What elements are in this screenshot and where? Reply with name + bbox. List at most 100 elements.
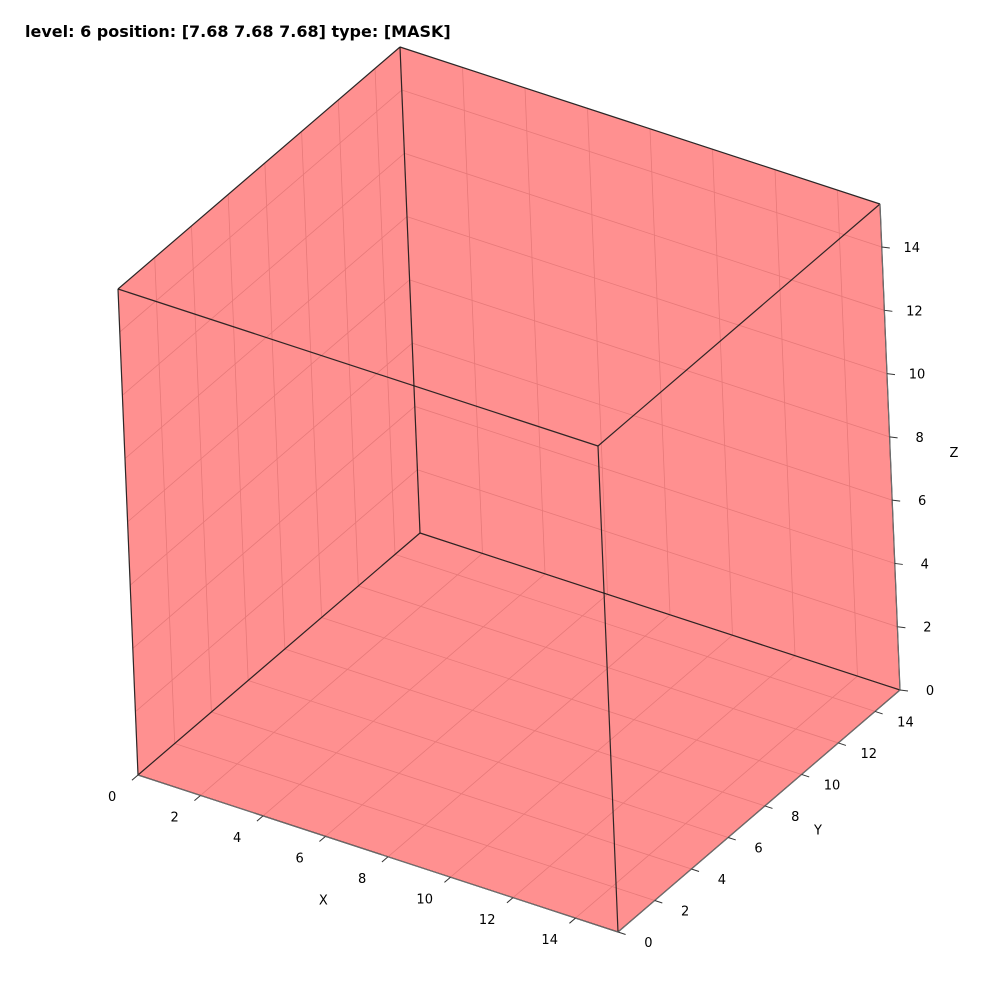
voxel-edge — [597, 203, 881, 447]
grid-line-x-floor — [325, 594, 608, 837]
grid-line-y-floor — [248, 680, 729, 838]
grid-line-x-wall — [587, 108, 608, 595]
grid-line-y-wall — [154, 257, 176, 744]
y-tick — [728, 836, 736, 841]
z-tick-label: 2 — [923, 621, 931, 636]
voxel-face-front-y — [118, 289, 618, 932]
axes-ticks: 0 2 4 6 8 10 12 14 0 2 4 6 8 10 12 14 0 2 4 6 8 10 12 14 — [108, 203, 934, 951]
grid-line-z-xwall — [135, 469, 418, 713]
grid-line-z-ywall — [401, 89, 882, 248]
grid-line-y-wall — [191, 225, 212, 712]
voxel-edge — [117, 288, 139, 776]
y-tick-label: 8 — [791, 810, 799, 825]
grid-line-y-floor — [284, 648, 765, 807]
y-tick — [874, 710, 883, 715]
x-tick — [131, 774, 139, 781]
x-tick-label: 8 — [358, 872, 366, 887]
x-tick — [194, 795, 201, 802]
z-tick — [894, 562, 903, 565]
grid-line-z-xwall — [122, 153, 405, 396]
y-tick — [617, 931, 626, 935]
voxel-face-back-x — [118, 47, 420, 775]
voxel-cube — [117, 46, 901, 933]
z-axis-line — [879, 203, 901, 691]
grid-line-z-ywall — [414, 406, 895, 564]
x-tick-label: 2 — [171, 811, 179, 826]
grid-line-x-wall — [712, 149, 733, 636]
grid-line-x-floor — [262, 573, 546, 817]
z-tick — [884, 309, 893, 312]
z-tick — [892, 499, 901, 502]
x-tick-label: 6 — [296, 851, 304, 866]
x-tick — [569, 917, 576, 924]
grid-line-y-wall — [227, 194, 249, 681]
grid-line-z-ywall — [417, 469, 898, 628]
grid-line-y-wall — [374, 68, 396, 555]
grid-line-z-ywall — [412, 342, 893, 501]
y-tick — [838, 742, 847, 746]
voxel-face-bottom — [138, 533, 900, 932]
grid-line-x-floor — [387, 614, 671, 858]
x-tick — [381, 856, 389, 863]
z-tick-label: 4 — [921, 557, 929, 572]
y-tick-label: 4 — [718, 873, 726, 888]
x-tick — [506, 897, 514, 904]
voxel-edge — [117, 46, 401, 290]
z-tick-label: 8 — [915, 431, 923, 446]
x-tick-label: 0 — [108, 790, 116, 805]
y-tick-label: 10 — [824, 778, 841, 793]
grid-line-y-wall — [301, 131, 322, 618]
grid-line-z-xwall — [132, 406, 416, 649]
grid-line-y-floor — [321, 617, 802, 775]
voxel-face-front-x — [598, 204, 900, 932]
grid-line-z-ywall — [406, 216, 888, 374]
z-tick — [881, 246, 890, 249]
y-tick-label: 0 — [644, 936, 652, 951]
z-tick-label: 6 — [918, 494, 926, 509]
voxel-edge — [399, 46, 881, 205]
voxel-edge — [419, 532, 901, 691]
x-tick — [256, 815, 264, 822]
y-tick-label: 14 — [897, 715, 914, 730]
grid-line-x-floor — [450, 634, 733, 878]
grid-line-z-xwall — [127, 279, 410, 523]
voxel-edge — [117, 288, 599, 447]
y-tick-label: 2 — [681, 904, 689, 919]
grid-line-y-wall — [264, 162, 286, 649]
z-tick — [899, 689, 909, 692]
axes-labels: X Y Z — [319, 446, 959, 908]
grid-line-x-floor — [512, 655, 796, 898]
grid-line-y-floor — [174, 743, 655, 901]
grid-line-y-wall — [337, 99, 359, 586]
x-tick — [444, 876, 451, 883]
grid-line-x-wall — [462, 67, 483, 554]
grid-line-x-wall — [774, 169, 796, 656]
z-tick-label: 10 — [909, 368, 926, 383]
y-tick — [801, 773, 810, 778]
x-tick-label: 10 — [416, 892, 433, 907]
grid-line-z-xwall — [119, 89, 403, 333]
z-tick-label: 12 — [906, 304, 923, 319]
x-axis-label: X — [319, 893, 328, 908]
grid-line-z-ywall — [409, 279, 890, 438]
voxel-edge — [137, 532, 421, 776]
z-tick — [886, 373, 896, 376]
grid-line-x-wall — [837, 190, 858, 677]
z-tick — [897, 626, 906, 629]
x-tick-label: 12 — [479, 913, 496, 928]
z-axis-label: Z — [950, 446, 959, 461]
voxel-edge — [399, 46, 421, 534]
y-axis-label: Y — [813, 823, 822, 838]
grid-line-y-floor — [358, 585, 839, 744]
voxel-face-top — [118, 47, 880, 446]
x-tick — [319, 835, 326, 842]
x-tick-label: 4 — [233, 831, 241, 846]
grid-line-x-floor — [575, 675, 858, 919]
z-tick-label: 0 — [926, 684, 934, 699]
y-tick-label: 6 — [754, 841, 762, 856]
y-tick — [764, 805, 773, 809]
figure-title: level: 6 position: [7.68 7.68 7.68] type… — [25, 22, 451, 41]
y-tick — [654, 900, 663, 904]
z-tick — [889, 436, 898, 439]
